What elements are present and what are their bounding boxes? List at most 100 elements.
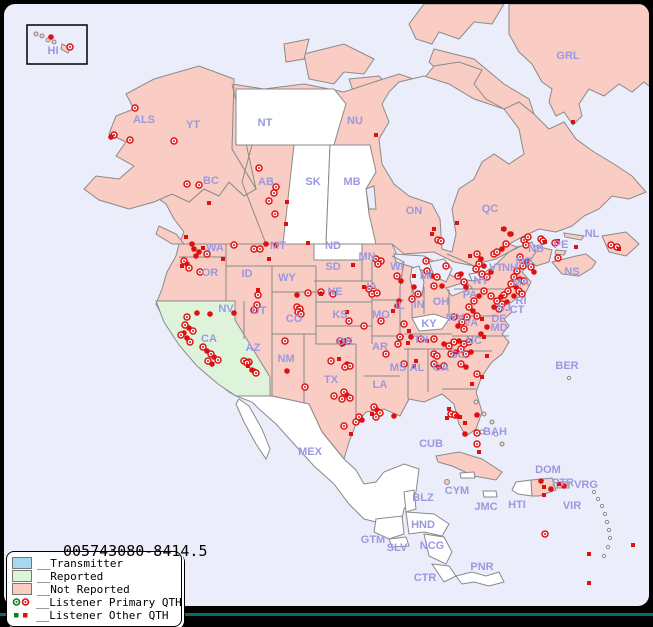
legend-item-reported: __Reported — [12, 570, 176, 583]
listener-other-qth-marker — [480, 317, 484, 321]
listener-cluster-marker — [209, 361, 215, 367]
listener-primary-qth-marker-dot — [349, 365, 351, 367]
listener-primary-qth-marker-dot — [498, 308, 500, 310]
north-america-map — [26, 4, 649, 587]
listener-cluster-marker — [507, 231, 513, 237]
listener-cluster-marker — [359, 417, 365, 423]
listener-cluster-marker — [391, 413, 397, 419]
listener-primary-qth-marker-dot — [522, 265, 524, 267]
listener-cluster-marker — [207, 311, 213, 317]
listener-primary-qth-marker-dot — [347, 340, 349, 342]
listener-primary-qth-marker-dot — [173, 140, 175, 142]
listener-primary-qth-marker-dot — [501, 303, 503, 305]
listener-other-qth-marker — [349, 432, 353, 436]
listener-other-qth-marker — [412, 364, 416, 368]
listener-other-qth-marker — [370, 412, 374, 416]
listener-primary-qth-marker-dot — [610, 244, 612, 246]
listener-cluster-marker — [548, 486, 554, 492]
listener-other-qth-marker — [374, 133, 378, 137]
listener-cluster-marker — [284, 368, 290, 374]
listener-cluster-marker — [476, 293, 482, 299]
listener-primary-qth-marker-dot — [544, 533, 546, 535]
listener-other-qth-marker — [482, 335, 486, 339]
listener-cluster-marker — [531, 269, 537, 275]
listener-primary-qth-marker-dot — [330, 360, 332, 362]
listener-cluster-marker — [408, 334, 414, 340]
listener-primary-qth-marker-dot — [490, 295, 492, 297]
listener-primary-qth-marker-dot — [433, 338, 435, 340]
listener-primary-qth-marker-dot — [217, 359, 219, 361]
listener-primary-qth-marker-dot — [343, 391, 345, 393]
bahamas-islands — [473, 399, 505, 447]
listener-primary-qth-marker-dot — [368, 288, 370, 290]
listener-cluster-marker — [394, 303, 400, 309]
listener-primary-qth-marker-dot — [411, 298, 413, 300]
bermuda-island — [566, 375, 572, 381]
listener-cluster-marker — [511, 293, 517, 299]
listener-cluster-marker — [481, 263, 487, 269]
listener-other-qth-marker — [447, 407, 451, 411]
listener-other-qth-marker — [284, 222, 288, 226]
listener-cluster-marker — [470, 308, 476, 314]
listener-primary-qth-marker-dot — [476, 315, 478, 317]
listener-cluster-marker — [294, 292, 300, 298]
listener-primary-qth-marker-dot — [349, 397, 351, 399]
listener-primary-qth-marker-dot — [461, 321, 463, 323]
listener-primary-qth-marker-dot — [273, 192, 275, 194]
listener-primary-qth-marker-dot — [341, 398, 343, 400]
map-window: HI ALS YT NT NU GRL BC AB SK MB ON QC NL PE NB NS ME VT NH… — [2, 2, 651, 608]
listener-primary-qth-marker-dot — [505, 243, 507, 245]
listener-cluster-marker — [474, 412, 480, 418]
listener-cluster-marker — [501, 226, 507, 232]
ky-region — [411, 313, 450, 332]
listener-cluster-marker — [263, 241, 269, 247]
listener-primary-qth-marker-dot — [246, 362, 248, 364]
listener-primary-qth-marker-dot — [420, 338, 422, 340]
listener-other-qth-marker — [445, 416, 449, 420]
listener-cluster-marker — [458, 271, 464, 277]
listener-cluster-marker — [273, 242, 279, 248]
listener-primary-qth-marker-dot — [233, 244, 235, 246]
listener-primary-qth-marker-dot — [436, 355, 438, 357]
listener-primary-qth-marker-dot — [69, 46, 71, 48]
listener-primary-qth-marker-dot — [516, 270, 518, 272]
cuba-shape — [435, 451, 503, 481]
listener-primary-qth-marker-dot — [375, 258, 377, 260]
listener-primary-qth-marker-dot — [445, 265, 447, 267]
listener-primary-qth-marker-dot — [184, 324, 186, 326]
listener-primary-qth-marker-dot — [483, 290, 485, 292]
listener-primary-qth-marker-dot — [557, 257, 559, 259]
listener-primary-qth-marker-dot — [206, 253, 208, 255]
listener-primary-qth-marker-dot — [343, 425, 345, 427]
listener-cluster-marker — [231, 310, 237, 316]
teal-separator-line — [0, 613, 653, 616]
listener-other-qth-marker — [574, 245, 578, 249]
listener-primary-qth-marker-dot — [523, 280, 525, 282]
listener-other-qth-marker — [207, 201, 211, 205]
listener-other-qth-marker — [542, 485, 546, 489]
listener-primary-qth-marker-dot — [473, 300, 475, 302]
listener-other-qth-marker — [468, 254, 472, 258]
listener-primary-qth-marker-dot — [256, 304, 258, 306]
listener-other-qth-marker — [480, 375, 484, 379]
listener-primary-qth-marker-dot — [496, 251, 498, 253]
listener-primary-qth-marker-dot — [481, 273, 483, 275]
listener-other-qth-marker — [337, 357, 341, 361]
listener-primary-qth-marker-dot — [507, 290, 509, 292]
listener-cluster-marker — [196, 249, 202, 255]
listener-cluster-marker — [538, 478, 544, 484]
listener-primary-qth-marker-dot — [476, 253, 478, 255]
listener-primary-qth-marker-dot — [468, 306, 470, 308]
listener-primary-qth-marker-dot — [426, 270, 428, 272]
listener-other-qth-marker — [391, 309, 395, 313]
listener-primary-qth-marker-dot — [344, 366, 346, 368]
listener-other-qth-marker — [351, 263, 355, 267]
listener-primary-qth-marker-dot — [513, 276, 515, 278]
listener-cluster-marker — [456, 338, 462, 344]
listener-primary-qth-marker-dot — [198, 184, 200, 186]
listener-cluster-marker — [189, 241, 195, 247]
listener-primary-qth-marker-dot — [253, 248, 255, 250]
listener-cluster-marker — [561, 483, 567, 489]
listener-primary-qth-marker-dot — [397, 343, 399, 345]
listener-primary-qth-marker-dot — [457, 275, 459, 277]
